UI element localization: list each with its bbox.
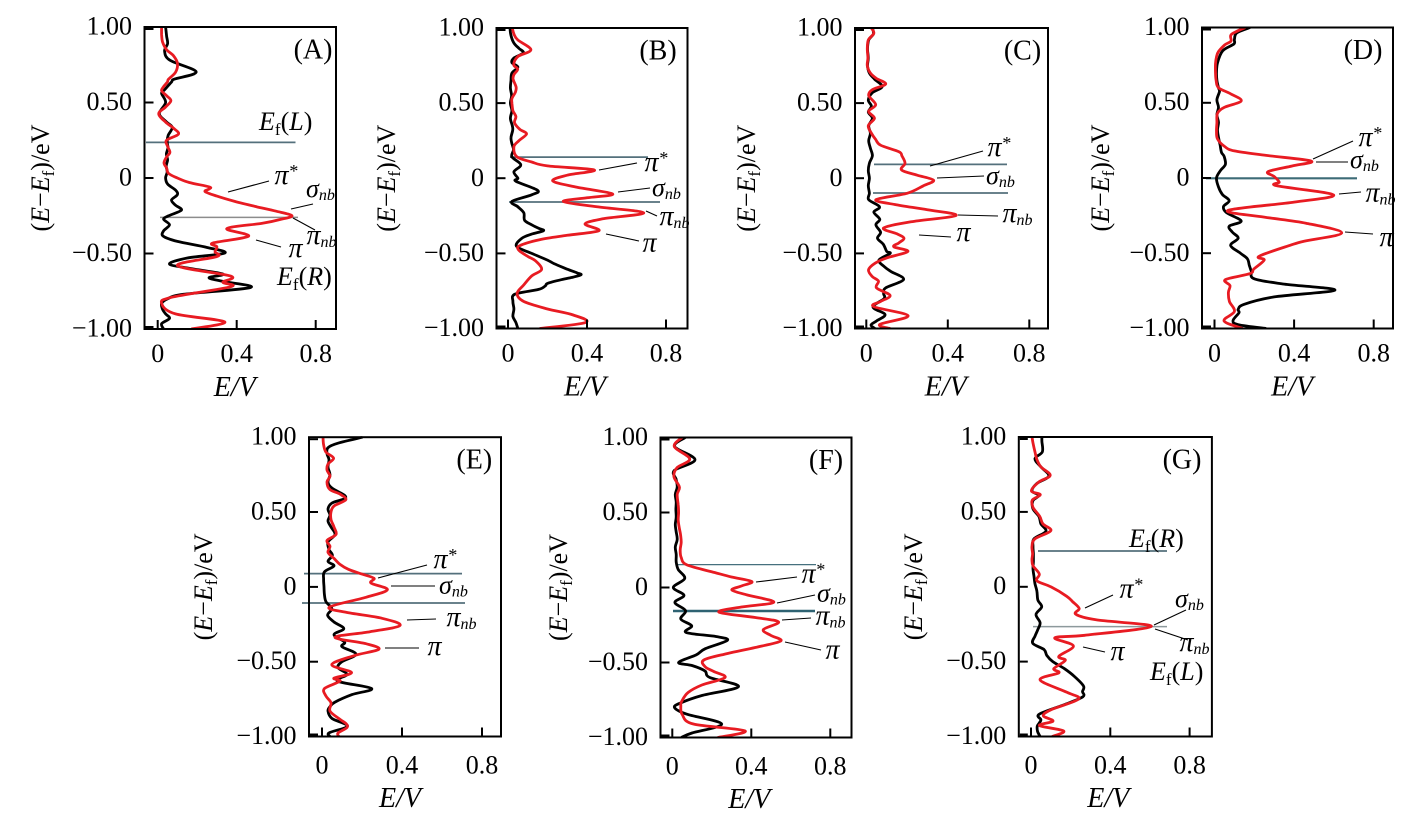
svg-text:0.4: 0.4 <box>1278 339 1311 368</box>
svg-text:Ef(L): Ef(L) <box>1149 657 1203 689</box>
svg-text:(E): (E) <box>456 445 492 476</box>
svg-text:0.50: 0.50 <box>1144 87 1190 116</box>
svg-text:1.00: 1.00 <box>251 422 297 451</box>
svg-text:−1.00: −1.00 <box>72 314 132 343</box>
svg-text:π: π <box>643 228 658 259</box>
svg-text:−0.50: −0.50 <box>946 646 1006 675</box>
svg-text:0: 0 <box>1208 339 1221 368</box>
svg-text:1.00: 1.00 <box>961 422 1007 451</box>
svg-text:0: 0 <box>502 339 515 368</box>
svg-text:0: 0 <box>471 163 484 192</box>
svg-text:0.4: 0.4 <box>932 339 965 368</box>
svg-text:−1.00: −1.00 <box>782 313 842 342</box>
svg-text:E/V: E/V <box>378 783 424 814</box>
svg-text:π: π <box>1380 222 1395 253</box>
svg-text:π: π <box>1111 636 1126 667</box>
svg-text:(F): (F) <box>809 445 843 476</box>
svg-text:−0.50: −0.50 <box>236 646 296 675</box>
svg-text:0.50: 0.50 <box>961 496 1007 525</box>
svg-text:0: 0 <box>151 339 164 368</box>
svg-text:0: 0 <box>666 751 679 780</box>
svg-text:0.4: 0.4 <box>220 339 253 368</box>
svg-text:Ef(R): Ef(R) <box>1128 524 1184 556</box>
svg-text:0: 0 <box>1025 750 1038 779</box>
svg-text:(C): (C) <box>1004 36 1041 67</box>
svg-text:(G): (G) <box>1163 445 1202 476</box>
svg-text:0.4: 0.4 <box>1094 750 1127 779</box>
svg-text:1.00: 1.00 <box>797 13 843 42</box>
svg-text:π: π <box>826 635 841 666</box>
svg-text:(D): (D) <box>1344 35 1383 66</box>
svg-text:1.00: 1.00 <box>439 13 485 42</box>
svg-text:−0.50: −0.50 <box>782 238 842 267</box>
svg-text:0.8: 0.8 <box>466 750 499 779</box>
svg-text:E/V: E/V <box>924 372 970 403</box>
svg-text:−0.50: −0.50 <box>1129 238 1189 267</box>
svg-text:0: 0 <box>284 571 297 600</box>
svg-text:1.00: 1.00 <box>603 422 649 451</box>
svg-text:−1.00: −1.00 <box>424 313 484 342</box>
svg-text:−1.00: −1.00 <box>1129 313 1189 342</box>
svg-text:(E−Ef)/eV: (E−Ef)/eV <box>26 124 58 231</box>
svg-text:0: 0 <box>830 163 843 192</box>
svg-text:−1.00: −1.00 <box>946 721 1006 750</box>
svg-text:0: 0 <box>860 339 873 368</box>
svg-text:0.50: 0.50 <box>439 88 485 117</box>
svg-text:E/V: E/V <box>1086 783 1132 814</box>
svg-text:0.8: 0.8 <box>299 339 332 368</box>
svg-text:π: π <box>957 217 972 248</box>
svg-text:0: 0 <box>316 750 329 779</box>
svg-text:E/V: E/V <box>727 784 773 815</box>
svg-text:0.50: 0.50 <box>87 87 133 116</box>
svg-text:(E−Ef)/eV: (E−Ef)/eV <box>372 124 404 231</box>
svg-text:0.8: 0.8 <box>650 339 683 368</box>
svg-text:0: 0 <box>635 572 648 601</box>
svg-text:0.50: 0.50 <box>251 497 297 526</box>
svg-text:(E−Ef)/eV: (E−Ef)/eV <box>732 124 764 231</box>
svg-text:1.00: 1.00 <box>87 12 133 41</box>
svg-text:−1.00: −1.00 <box>236 721 296 750</box>
svg-text:0.8: 0.8 <box>1357 339 1390 368</box>
svg-text:E/V: E/V <box>213 372 259 403</box>
svg-text:Ef(R): Ef(R) <box>276 262 332 294</box>
svg-text:Ef(L): Ef(L) <box>258 107 312 139</box>
svg-text:π: π <box>289 233 304 264</box>
svg-text:(E−Ef)/eV: (E−Ef)/eV <box>899 533 931 640</box>
svg-text:(E−Ef)/eV: (E−Ef)/eV <box>1086 124 1118 231</box>
svg-text:0.8: 0.8 <box>1173 750 1206 779</box>
svg-text:(A): (A) <box>294 35 333 66</box>
svg-text:−0.50: −0.50 <box>424 238 484 267</box>
svg-text:−0.50: −0.50 <box>72 238 132 267</box>
svg-text:0.8: 0.8 <box>814 751 847 780</box>
svg-text:(B): (B) <box>639 36 676 67</box>
svg-text:−1.00: −1.00 <box>588 722 648 751</box>
svg-text:−0.50: −0.50 <box>588 647 648 676</box>
svg-text:E/V: E/V <box>563 372 609 403</box>
svg-text:π: π <box>428 631 443 662</box>
svg-text:0.4: 0.4 <box>735 751 768 780</box>
svg-text:0: 0 <box>1177 163 1190 192</box>
svg-text:0.50: 0.50 <box>603 497 649 526</box>
svg-text:0.50: 0.50 <box>797 88 843 117</box>
svg-text:0.4: 0.4 <box>386 750 419 779</box>
svg-text:(E−Ef)/eV: (E−Ef)/eV <box>544 534 576 641</box>
svg-text:E/V: E/V <box>1270 372 1316 403</box>
svg-text:(E−Ef)/eV: (E−Ef)/eV <box>189 533 221 640</box>
svg-text:0.4: 0.4 <box>571 339 604 368</box>
svg-text:0.8: 0.8 <box>1013 339 1046 368</box>
svg-text:0: 0 <box>119 163 132 192</box>
svg-text:0: 0 <box>993 571 1006 600</box>
svg-text:1.00: 1.00 <box>1144 12 1190 41</box>
